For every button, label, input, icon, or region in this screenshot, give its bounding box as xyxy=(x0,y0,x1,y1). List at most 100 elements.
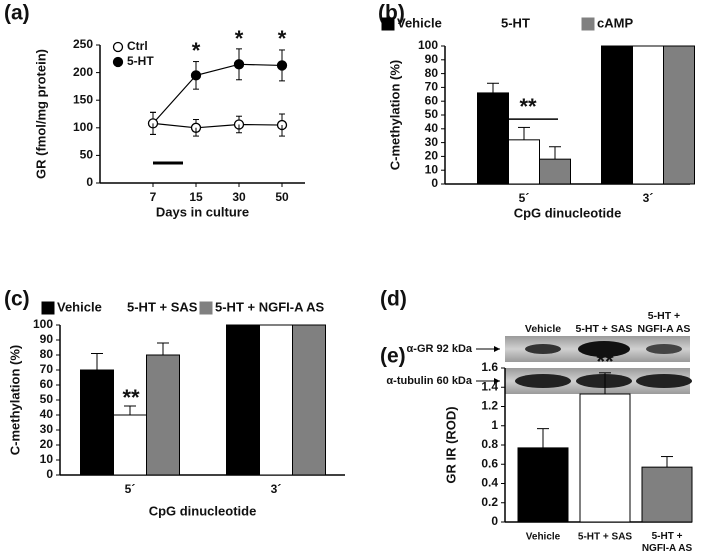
legend-swatch xyxy=(581,17,595,31)
bar xyxy=(146,354,180,476)
legend-label: 5-HT xyxy=(127,54,154,68)
y-tick-label: 200 xyxy=(73,65,93,79)
x-tick-label: 30 xyxy=(232,190,246,204)
annotation: ** xyxy=(519,94,537,119)
annotation: * xyxy=(192,38,201,63)
bar xyxy=(601,45,633,185)
y-tick-label: 30 xyxy=(425,135,439,149)
y-tick-label: 1.2 xyxy=(481,399,498,413)
bar xyxy=(632,45,664,185)
x-axis-title: CpG dinucleotide xyxy=(149,503,257,518)
y-tick-label: 90 xyxy=(40,332,54,346)
x-tick-label: 5´ xyxy=(519,191,530,205)
y-tick-label: 1 xyxy=(491,418,498,432)
y-tick-label: 60 xyxy=(40,377,54,391)
bar xyxy=(517,447,569,523)
x-tick-label: 3´ xyxy=(643,191,654,205)
bar xyxy=(80,369,114,476)
x-tick-label: 15 xyxy=(189,190,203,204)
x-tick-label: Vehicle xyxy=(526,532,561,543)
legend-label: Vehicle xyxy=(397,15,442,30)
bar xyxy=(292,324,326,476)
x-tick-label: 7 xyxy=(150,190,157,204)
y-tick-label: 50 xyxy=(80,148,94,162)
y-axis-title: GR IR (ROD) xyxy=(443,406,458,483)
panel-label: (e) xyxy=(380,345,406,368)
annotation: * xyxy=(278,26,287,51)
panel-label: (d) xyxy=(380,288,407,311)
legend-swatch xyxy=(199,301,213,315)
y-tick-label: 20 xyxy=(425,149,439,163)
blot-band xyxy=(576,374,632,388)
y-tick-label: 1.4 xyxy=(481,379,498,393)
panel-label: (a) xyxy=(4,2,30,25)
y-tick-label: 50 xyxy=(425,107,439,121)
bar xyxy=(226,324,260,476)
y-tick-label: 100 xyxy=(33,317,53,331)
bar xyxy=(539,158,571,185)
bar xyxy=(259,324,293,476)
legend-marker xyxy=(112,41,124,53)
annotation: * xyxy=(235,26,244,51)
y-tick-label: 10 xyxy=(425,162,439,176)
x-axis-title: CpG dinucleotide xyxy=(514,205,622,220)
y-tick-label: 1.6 xyxy=(481,360,498,374)
column-label: 5-HT + NGFI-A AS xyxy=(638,310,691,335)
y-tick-label: 100 xyxy=(418,38,438,52)
y-tick-label: 250 xyxy=(73,37,93,51)
y-axis-title: C-methylation (%) xyxy=(387,60,402,171)
y-tick-label: 0 xyxy=(46,467,53,481)
y-tick-label: 70 xyxy=(40,362,54,376)
y-tick-label: 0.8 xyxy=(481,437,498,451)
bar xyxy=(477,92,509,185)
legend-label: 5-HT + SAS xyxy=(127,299,198,314)
y-tick-label: 150 xyxy=(73,92,93,106)
legend-label: Ctrl xyxy=(127,39,148,53)
y-axis-title: GR (fmol/mg protein) xyxy=(33,49,48,179)
row-label: α-GR 92 kDa xyxy=(407,343,473,355)
y-tick-label: 80 xyxy=(40,347,54,361)
y-tick-label: 60 xyxy=(425,93,439,107)
y-tick-label: 30 xyxy=(40,422,54,436)
y-tick-label: 80 xyxy=(425,66,439,80)
legend-swatch xyxy=(485,17,499,31)
y-tick-label: 70 xyxy=(425,80,439,94)
x-tick-label: 50 xyxy=(275,190,289,204)
blot-band xyxy=(578,341,630,357)
blot-band xyxy=(515,374,571,388)
y-tick-label: 0.6 xyxy=(481,456,498,470)
y-axis-title: C-methylation (%) xyxy=(7,345,22,456)
blot-band xyxy=(646,344,682,354)
bar xyxy=(508,139,540,185)
y-tick-label: 90 xyxy=(425,52,439,66)
bar xyxy=(113,414,147,476)
bar xyxy=(579,393,631,523)
y-tick-label: 0.4 xyxy=(481,476,498,490)
y-tick-label: 0 xyxy=(431,176,438,190)
x-tick-label: 5-HT + NGFI-A AS xyxy=(642,531,693,554)
arrow-head xyxy=(494,346,500,352)
y-tick-label: 100 xyxy=(73,120,93,134)
y-tick-label: 50 xyxy=(40,392,54,406)
arrow-head xyxy=(494,378,500,384)
x-axis-title: Days in culture xyxy=(156,204,249,219)
y-tick-label: 40 xyxy=(425,121,439,135)
row-label: α-tubulin 60 kDa xyxy=(386,375,472,387)
legend-swatch xyxy=(381,17,395,31)
legend-label: 5-HT xyxy=(501,15,530,30)
legend-marker xyxy=(112,56,124,68)
bar xyxy=(641,466,693,523)
annotation: ** xyxy=(596,349,614,374)
y-tick-label: 0 xyxy=(86,175,93,189)
column-label: 5-HT + SAS xyxy=(576,323,633,335)
y-tick-label: 40 xyxy=(40,407,54,421)
legend-label: Vehicle xyxy=(57,299,102,314)
y-tick-label: 0 xyxy=(491,514,498,528)
x-tick-label: 5´ xyxy=(125,482,136,496)
blot-band xyxy=(525,344,561,354)
legend-swatch xyxy=(41,301,55,315)
panel-label: (c) xyxy=(4,288,30,311)
series-line xyxy=(152,122,283,129)
blot-band xyxy=(636,374,692,388)
